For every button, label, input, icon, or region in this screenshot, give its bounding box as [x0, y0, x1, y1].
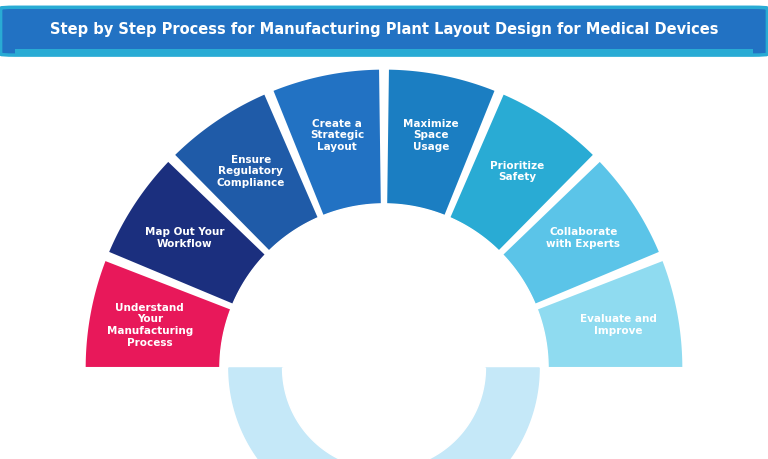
- Polygon shape: [220, 204, 548, 459]
- Polygon shape: [283, 267, 485, 459]
- FancyBboxPatch shape: [15, 50, 753, 55]
- FancyBboxPatch shape: [1, 8, 767, 56]
- Polygon shape: [229, 213, 539, 459]
- Polygon shape: [283, 368, 485, 459]
- Polygon shape: [386, 71, 495, 216]
- Polygon shape: [384, 368, 405, 396]
- Polygon shape: [356, 368, 384, 389]
- Polygon shape: [363, 368, 384, 396]
- Text: Collaborate
with Experts: Collaborate with Experts: [546, 227, 621, 248]
- Polygon shape: [372, 368, 384, 398]
- Text: Ensure
Regulatory
Compliance: Ensure Regulatory Compliance: [217, 155, 285, 188]
- Polygon shape: [174, 95, 319, 252]
- Polygon shape: [502, 162, 659, 305]
- Polygon shape: [449, 95, 594, 252]
- Text: Evaluate and
Improve: Evaluate and Improve: [580, 313, 657, 335]
- Polygon shape: [537, 261, 682, 368]
- Polygon shape: [384, 368, 414, 379]
- Text: Maximize
Space
Usage: Maximize Space Usage: [403, 118, 458, 151]
- Text: Create a
Strategic
Layout: Create a Strategic Layout: [310, 118, 364, 151]
- Polygon shape: [384, 368, 412, 389]
- Polygon shape: [384, 368, 396, 398]
- Polygon shape: [229, 368, 539, 459]
- Polygon shape: [273, 71, 382, 216]
- Polygon shape: [354, 368, 384, 379]
- Polygon shape: [109, 162, 266, 305]
- Polygon shape: [86, 261, 231, 368]
- Text: Prioritize
Safety: Prioritize Safety: [490, 160, 545, 182]
- Text: Map Out Your
Workflow: Map Out Your Workflow: [145, 227, 224, 248]
- Text: Step by Step Process for Manufacturing Plant Layout Design for Medical Devices: Step by Step Process for Manufacturing P…: [50, 22, 718, 37]
- Text: Understand
Your
Manufacturing
Process: Understand Your Manufacturing Process: [107, 302, 193, 347]
